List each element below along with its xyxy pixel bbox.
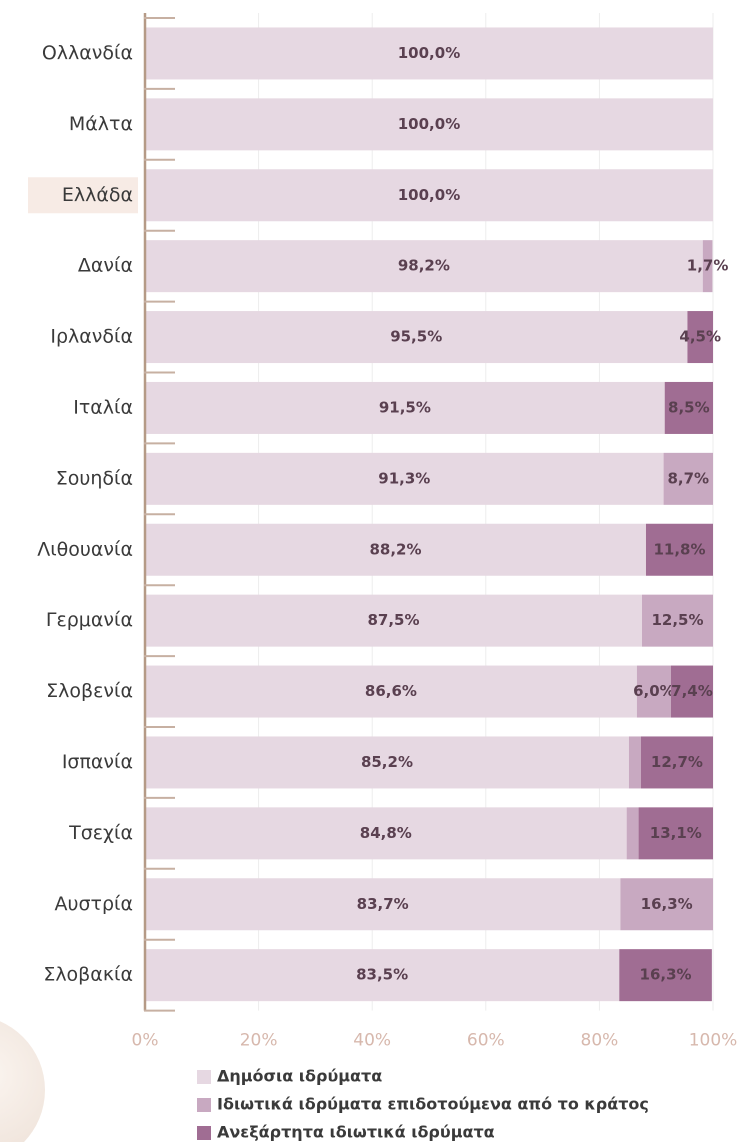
legend-swatch [197, 1126, 211, 1140]
bar-segment [664, 381, 713, 434]
x-tick-label: 20% [240, 1031, 278, 1051]
value-label: 13,1% [650, 824, 702, 842]
value-label: 85,2% [361, 753, 413, 771]
value-label: 1,7% [687, 257, 729, 275]
bar-segment [145, 523, 646, 576]
category-label: Σλοβενία [46, 680, 133, 702]
bar-segment [640, 736, 713, 789]
value-label: 16,3% [641, 895, 693, 913]
x-tick-label: 0% [132, 1031, 159, 1051]
value-label: 11,8% [653, 540, 705, 558]
value-label: 7,4% [671, 682, 713, 700]
value-label: 100,0% [398, 186, 460, 204]
value-label: 83,5% [356, 966, 408, 984]
category-label: Γερμανία [46, 609, 133, 631]
legend-swatch [197, 1098, 211, 1112]
bar-segment [145, 311, 688, 364]
bar-segment [663, 452, 713, 505]
category-label: Σλοβακία [43, 964, 133, 986]
bar-segment [620, 878, 713, 931]
decoration [0, 1021, 45, 1142]
category-label: Ισπανία [62, 751, 133, 773]
legend-label: Ανεξάρτητα ιδιωτικά ιδρύματα [217, 1123, 495, 1142]
category-label: Λιθουανία [37, 538, 133, 560]
legend-label: Ιδιωτικά ιδρύματα επιδοτούμενα από το κρ… [217, 1095, 649, 1114]
value-label: 88,2% [369, 540, 421, 558]
value-label: 87,5% [367, 611, 419, 629]
category-label: Μάλτα [69, 113, 133, 135]
value-label: 16,3% [640, 966, 692, 984]
bar-segment [645, 523, 713, 576]
x-tick-label: 80% [581, 1031, 619, 1051]
legend-swatch [197, 1070, 211, 1084]
bar-segment [145, 665, 637, 718]
value-label: 84,8% [360, 824, 412, 842]
value-label: 12,7% [651, 753, 703, 771]
value-label: 100,0% [398, 115, 460, 133]
category-label: Σουηδία [56, 467, 133, 489]
bar-segment [145, 98, 713, 151]
value-label: 98,2% [398, 257, 450, 275]
bar-segment [145, 27, 713, 80]
value-label: 91,3% [378, 469, 430, 487]
bar-segment [145, 169, 713, 222]
bar-segment [145, 736, 629, 789]
category-label: Ιρλανδία [50, 326, 133, 348]
bar-segment [145, 807, 627, 860]
category-label: Αυστρία [55, 893, 134, 915]
value-label: 83,7% [357, 895, 409, 913]
bar-segment [687, 311, 713, 364]
bar-segment [145, 240, 703, 293]
bar-segment [628, 736, 641, 789]
x-tick-label: 100% [689, 1031, 738, 1051]
bar-segment [642, 594, 713, 647]
highlight [28, 177, 138, 214]
bar-segment [626, 807, 639, 860]
category-label: Δανία [78, 255, 133, 277]
value-label: 86,6% [365, 682, 417, 700]
x-tick-label: 40% [353, 1031, 391, 1051]
value-label: 12,5% [651, 611, 703, 629]
value-label: 100,0% [398, 44, 460, 62]
bar-segment [702, 240, 713, 293]
bar-segment [145, 594, 642, 647]
value-label: 4,5% [679, 328, 721, 346]
category-label: Ιταλία [73, 396, 133, 418]
value-label: 95,5% [390, 328, 442, 346]
bar-segment [670, 665, 713, 718]
bar-segment [145, 452, 664, 505]
value-label: 6,0% [633, 682, 675, 700]
value-label: 8,5% [668, 398, 710, 416]
legend-label: Δημόσια ιδρύματα [217, 1067, 382, 1086]
category-label: Ολλανδία [42, 42, 133, 64]
bar-segment [145, 949, 620, 1002]
value-label: 91,5% [379, 398, 431, 416]
value-label: 8,7% [667, 469, 709, 487]
category-label: Τσεχία [68, 822, 133, 844]
bar-segment [145, 381, 665, 434]
bar-segment [638, 807, 713, 860]
bar-segment [145, 878, 621, 931]
bar-segment [619, 949, 712, 1002]
bar-segment [636, 665, 671, 718]
category-label: Ελλάδα [62, 184, 133, 206]
x-tick-label: 60% [467, 1031, 505, 1051]
